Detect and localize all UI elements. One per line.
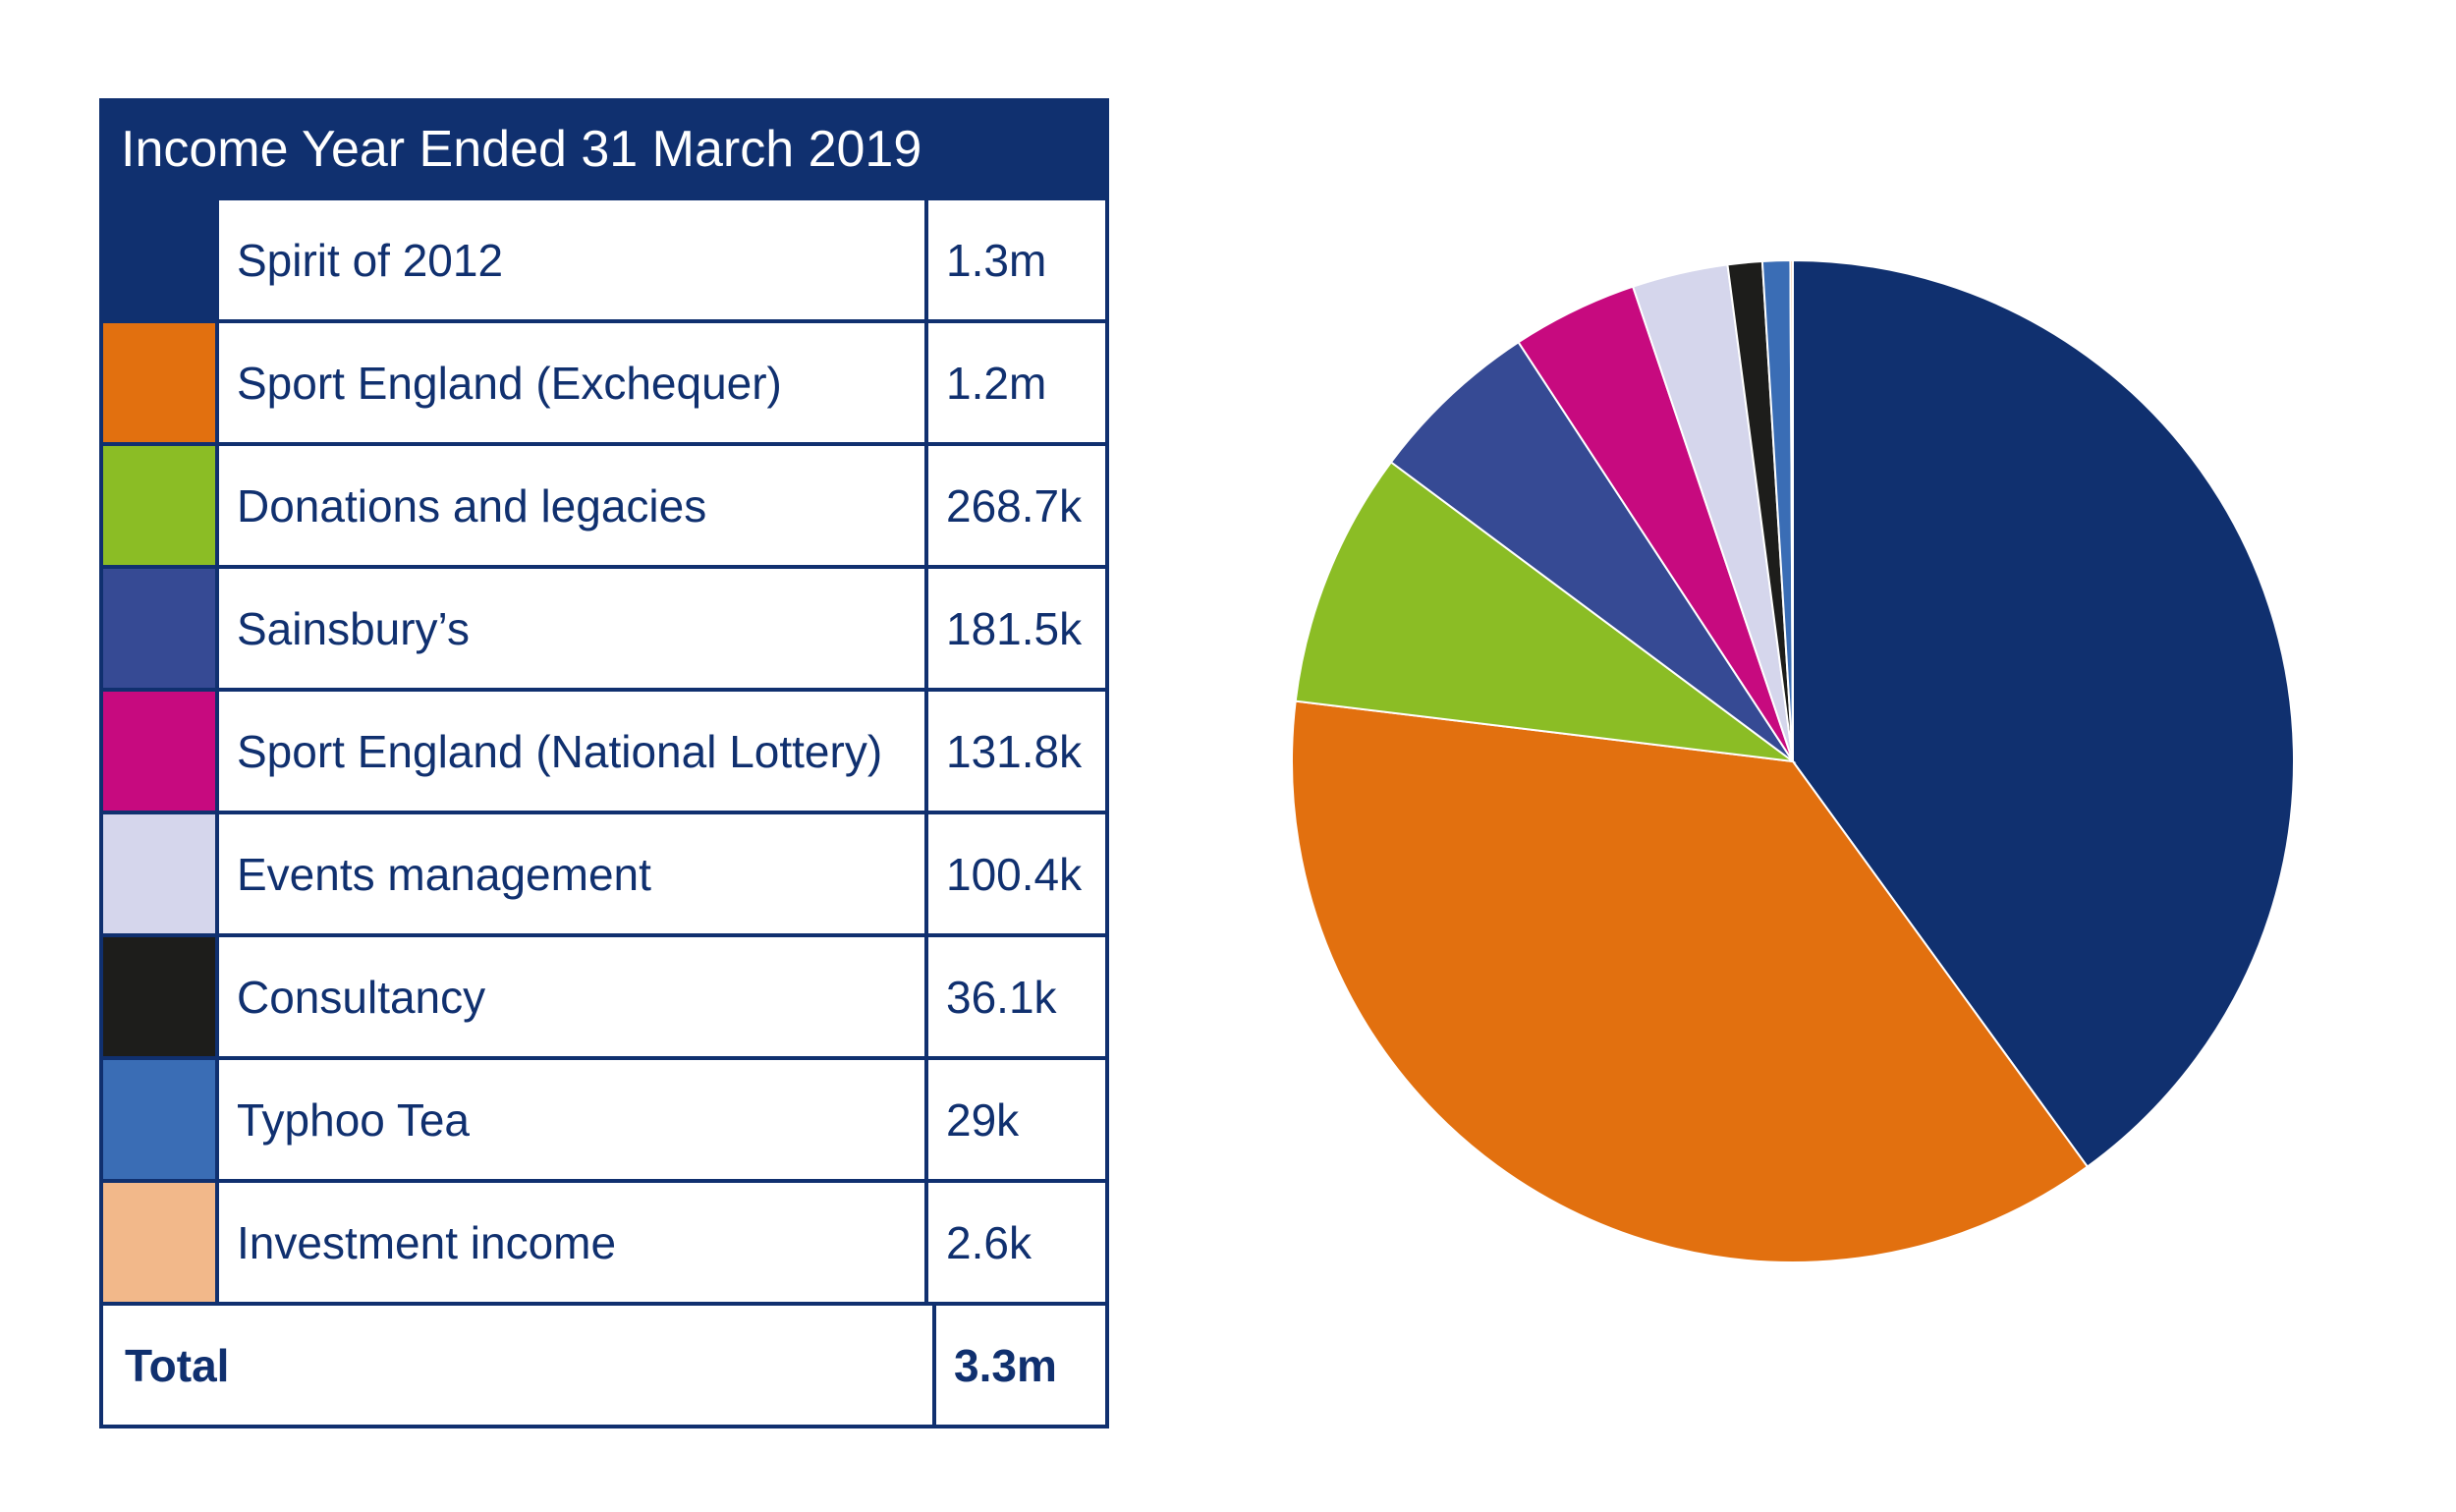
legend-swatch: [103, 814, 219, 933]
table-row: Typhoo Tea 29k: [103, 1056, 1105, 1179]
row-value: 1.2m: [946, 357, 1047, 409]
legend-swatch: [103, 937, 219, 1056]
legend-swatch: [103, 1060, 219, 1179]
row-label: Typhoo Tea: [219, 1060, 928, 1179]
pie-slice-spirit-of-2012: [1792, 258, 2295, 1168]
legend-swatch: [103, 1183, 219, 1302]
table-row: Consultancy 36.1k: [103, 933, 1105, 1056]
table-row: Spirit of 2012 1.3m: [103, 196, 1105, 319]
pie-slice-sport-england-exchequer: [1291, 700, 2090, 1263]
row-value: 100.4k: [946, 848, 1083, 900]
legend-swatch: [103, 692, 219, 811]
row-label: Events management: [219, 814, 928, 933]
pie-chart: [1291, 258, 2295, 1263]
pie-slice-sainsbury-s: [1389, 340, 1794, 762]
row-label: Donations and legacies: [219, 446, 928, 565]
legend-swatch: [103, 446, 219, 565]
legend-swatch: [103, 323, 219, 442]
row-label: Sainsbury’s: [219, 569, 928, 688]
pie-slice-investment-income: [1789, 258, 1794, 762]
row-value: 131.8k: [946, 725, 1083, 777]
pie-slice-donations-and-legacies: [1294, 460, 1797, 763]
table-row: Sport England (Exchequer) 1.2m: [103, 319, 1105, 442]
table-row: Events management 100.4k: [103, 811, 1105, 933]
row-value: 268.7k: [946, 479, 1083, 532]
row-value: 2.6k: [946, 1216, 1032, 1268]
legend-swatch: [103, 569, 219, 688]
total-label: Total: [103, 1306, 936, 1425]
row-value: 36.1k: [946, 971, 1057, 1023]
row-value: 181.5k: [946, 602, 1083, 654]
row-label: Sport England (Exchequer): [219, 323, 928, 442]
row-value: 1.3m: [946, 234, 1047, 286]
legend-swatch: [103, 200, 219, 319]
total-row: Total 3.3m: [103, 1302, 1105, 1425]
pie-slices: [1291, 258, 2295, 1263]
table-row: Investment income 2.6k: [103, 1179, 1105, 1302]
table-row: Donations and legacies 268.7k: [103, 442, 1105, 565]
total-value: 3.3m: [954, 1339, 1057, 1391]
row-label: Investment income: [219, 1183, 928, 1302]
table-row: Sainsbury’s 181.5k: [103, 565, 1105, 688]
row-value: 29k: [946, 1093, 1020, 1146]
row-label: Spirit of 2012: [219, 200, 928, 319]
table-title: Income Year Ended 31 March 2019: [103, 102, 1105, 196]
row-label: Sport England (National Lottery): [219, 692, 928, 811]
table-row: Sport England (National Lottery) 131.8k: [103, 688, 1105, 811]
row-label: Consultancy: [219, 937, 928, 1056]
income-table: Income Year Ended 31 March 2019 Spirit o…: [99, 98, 1109, 1428]
